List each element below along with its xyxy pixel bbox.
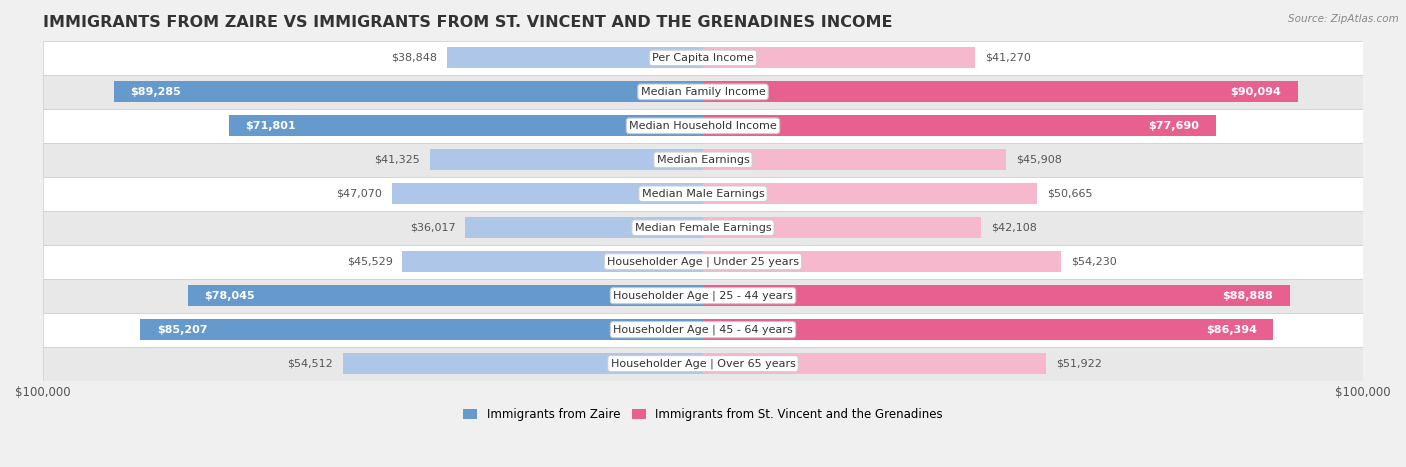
Text: $42,108: $42,108 [991,223,1036,233]
FancyBboxPatch shape [42,41,1364,75]
Bar [703,149,1007,170]
Text: $88,888: $88,888 [1223,290,1274,301]
Legend: Immigrants from Zaire, Immigrants from St. Vincent and the Grenadines: Immigrants from Zaire, Immigrants from S… [458,403,948,425]
Text: $38,848: $38,848 [391,53,437,63]
Bar [703,353,1046,374]
Text: $85,207: $85,207 [157,325,208,335]
Bar [430,149,703,170]
Bar [447,47,703,68]
Text: Householder Age | Under 25 years: Householder Age | Under 25 years [607,256,799,267]
Bar [392,183,703,204]
FancyBboxPatch shape [42,245,1364,279]
FancyBboxPatch shape [42,313,1364,347]
FancyBboxPatch shape [42,279,1364,313]
Bar [188,285,703,306]
Text: Median Earnings: Median Earnings [657,155,749,165]
Bar [703,319,1274,340]
Text: $54,512: $54,512 [287,359,333,368]
Bar [703,47,976,68]
Text: $86,394: $86,394 [1206,325,1257,335]
FancyBboxPatch shape [42,211,1364,245]
Text: $54,230: $54,230 [1071,257,1116,267]
Bar [114,81,703,102]
Text: IMMIGRANTS FROM ZAIRE VS IMMIGRANTS FROM ST. VINCENT AND THE GRENADINES INCOME: IMMIGRANTS FROM ZAIRE VS IMMIGRANTS FROM… [42,15,893,30]
Text: $41,325: $41,325 [374,155,420,165]
Bar [703,285,1289,306]
FancyBboxPatch shape [42,143,1364,177]
Text: $50,665: $50,665 [1047,189,1092,199]
Bar [465,217,703,238]
Text: $51,922: $51,922 [1056,359,1101,368]
Text: $36,017: $36,017 [409,223,456,233]
Text: $71,801: $71,801 [246,121,297,131]
Text: Householder Age | 45 - 64 years: Householder Age | 45 - 64 years [613,325,793,335]
Text: $90,094: $90,094 [1230,87,1281,97]
FancyBboxPatch shape [42,75,1364,109]
Bar [229,115,703,136]
Text: Source: ZipAtlas.com: Source: ZipAtlas.com [1288,14,1399,24]
FancyBboxPatch shape [42,109,1364,143]
FancyBboxPatch shape [42,177,1364,211]
Bar [703,81,1298,102]
Bar [703,217,981,238]
Text: Median Male Earnings: Median Male Earnings [641,189,765,199]
Bar [703,251,1062,272]
Bar [141,319,703,340]
Text: Householder Age | 25 - 44 years: Householder Age | 25 - 44 years [613,290,793,301]
Text: $41,270: $41,270 [986,53,1031,63]
Text: $78,045: $78,045 [204,290,254,301]
Text: Median Female Earnings: Median Female Earnings [634,223,772,233]
Text: Median Household Income: Median Household Income [628,121,778,131]
Text: Householder Age | Over 65 years: Householder Age | Over 65 years [610,358,796,369]
Bar [703,183,1038,204]
Bar [343,353,703,374]
FancyBboxPatch shape [42,347,1364,381]
Text: $89,285: $89,285 [131,87,181,97]
Text: Per Capita Income: Per Capita Income [652,53,754,63]
Text: $47,070: $47,070 [336,189,382,199]
Bar [402,251,703,272]
Text: $45,529: $45,529 [347,257,392,267]
Text: $45,908: $45,908 [1017,155,1062,165]
Text: Median Family Income: Median Family Income [641,87,765,97]
Bar [703,115,1216,136]
Text: $77,690: $77,690 [1149,121,1199,131]
